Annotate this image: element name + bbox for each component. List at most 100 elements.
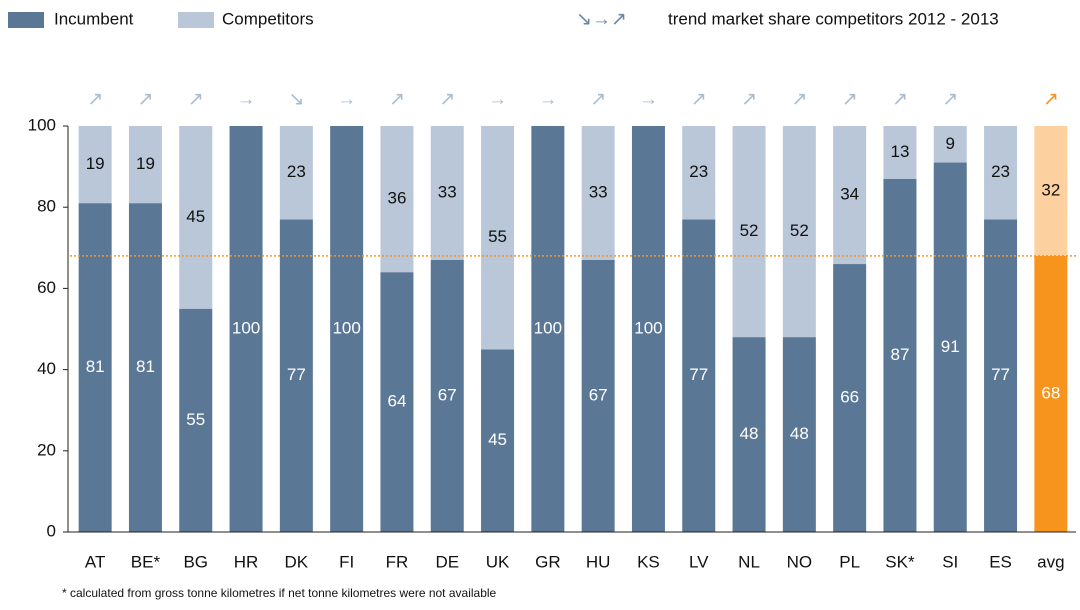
trend-legend-symbols: ↘→↗ [576, 9, 627, 30]
bar-segment [128, 126, 162, 204]
bar-segment [380, 126, 414, 273]
value-label: 100 [232, 318, 260, 337]
value-label: 77 [287, 365, 306, 384]
x-tick-label: PL [839, 552, 860, 571]
trend-legend-text: trend market share competitors 2012 - 20… [668, 9, 999, 28]
value-label: 81 [136, 357, 155, 376]
bar-segment [179, 308, 213, 532]
trend-arrow: ↗ [188, 89, 204, 110]
y-tick-label: 0 [47, 521, 56, 540]
bar-segment [1034, 255, 1068, 533]
bar-segment [732, 126, 766, 338]
trend-arrow: → [488, 89, 507, 110]
bar-segment [581, 126, 615, 260]
y-tick-label: 100 [28, 115, 56, 134]
bar-segment [883, 178, 917, 532]
legend-swatch [178, 12, 214, 28]
value-label: 91 [941, 337, 960, 356]
bar-segment [380, 272, 414, 532]
value-label: 55 [488, 227, 507, 246]
value-label: 36 [387, 189, 406, 208]
bar-segment [782, 126, 816, 338]
x-tick-label: NO [787, 552, 813, 571]
value-label: 23 [689, 162, 708, 181]
value-label: 33 [438, 182, 457, 201]
bar-segment [279, 126, 313, 220]
bar-segment [430, 259, 464, 532]
x-tick-label: SI [942, 552, 958, 571]
bar-segment [531, 126, 565, 532]
bar-segment [481, 126, 515, 350]
bar-segment [984, 219, 1018, 532]
x-tick-label: LV [689, 552, 709, 571]
trend-arrow: → [237, 89, 256, 110]
value-label: 23 [287, 162, 306, 181]
value-label: 48 [790, 424, 809, 443]
bar-segment [481, 349, 515, 532]
x-tick-label: ES [989, 552, 1012, 571]
x-tick-label: KS [637, 552, 660, 571]
x-tick-label: DK [285, 552, 309, 571]
value-label: 67 [589, 385, 608, 404]
y-tick-label: 80 [37, 197, 56, 216]
value-label: 55 [186, 410, 205, 429]
bar-segment [984, 126, 1018, 220]
x-tick-label: GR [535, 552, 561, 571]
y-tick-label: 60 [37, 278, 56, 297]
trend-arrow: ↗ [1043, 89, 1059, 110]
value-label: 48 [740, 424, 759, 443]
x-tick-label: AT [85, 552, 105, 571]
bar-segment [179, 126, 213, 309]
bar-segment [782, 337, 816, 532]
value-label: 32 [1041, 180, 1060, 199]
value-label: 68 [1041, 383, 1060, 402]
trend-arrow: ↗ [741, 89, 757, 110]
bar-segment [883, 126, 917, 179]
bar-segment [631, 126, 665, 532]
trend-arrow: ↗ [942, 89, 958, 110]
value-label: 34 [840, 185, 859, 204]
value-label: 19 [86, 154, 105, 173]
value-label: 45 [488, 430, 507, 449]
bar-segment [330, 126, 364, 532]
trend-arrow: → [337, 89, 356, 110]
bar-segment [682, 219, 716, 532]
x-tick-label: DE [435, 552, 459, 571]
value-label: 100 [332, 318, 360, 337]
x-tick-label: NL [738, 552, 760, 571]
bar-segment [128, 203, 162, 532]
value-label: 67 [438, 385, 457, 404]
bar-segment [933, 126, 967, 163]
trend-arrow: ↗ [842, 89, 858, 110]
bar-segment [833, 264, 867, 532]
bar-segment [279, 219, 313, 532]
value-label: 87 [890, 345, 909, 364]
value-label: 100 [534, 318, 562, 337]
trend-arrow: ↗ [137, 89, 153, 110]
trend-arrow: ↗ [87, 89, 103, 110]
x-tick-label: HU [586, 552, 611, 571]
trend-arrow: → [639, 89, 658, 110]
trend-arrow: ↗ [389, 89, 405, 110]
bar-segment [682, 126, 716, 220]
x-tick-label: avg [1037, 552, 1064, 571]
trend-arrow: ↗ [892, 89, 908, 110]
value-label: 77 [689, 365, 708, 384]
bar-segment [581, 259, 615, 532]
trend-arrow: ↗ [691, 89, 707, 110]
trend-arrow: ↗ [439, 89, 455, 110]
footnote: * calculated from gross tonne kilometres… [62, 586, 497, 600]
trend-arrow: ↗ [791, 89, 807, 110]
x-tick-label: FI [339, 552, 354, 571]
bar-segment [933, 162, 967, 533]
trend-arrow: → [538, 89, 557, 110]
x-tick-label: SK* [885, 552, 915, 571]
trend-arrow: ↘ [288, 89, 304, 110]
value-label: 52 [740, 221, 759, 240]
bar-segment [229, 126, 263, 532]
x-tick-label: BG [183, 552, 208, 571]
value-label: 66 [840, 388, 859, 407]
bar-segment [430, 126, 464, 260]
value-label: 13 [890, 142, 909, 161]
